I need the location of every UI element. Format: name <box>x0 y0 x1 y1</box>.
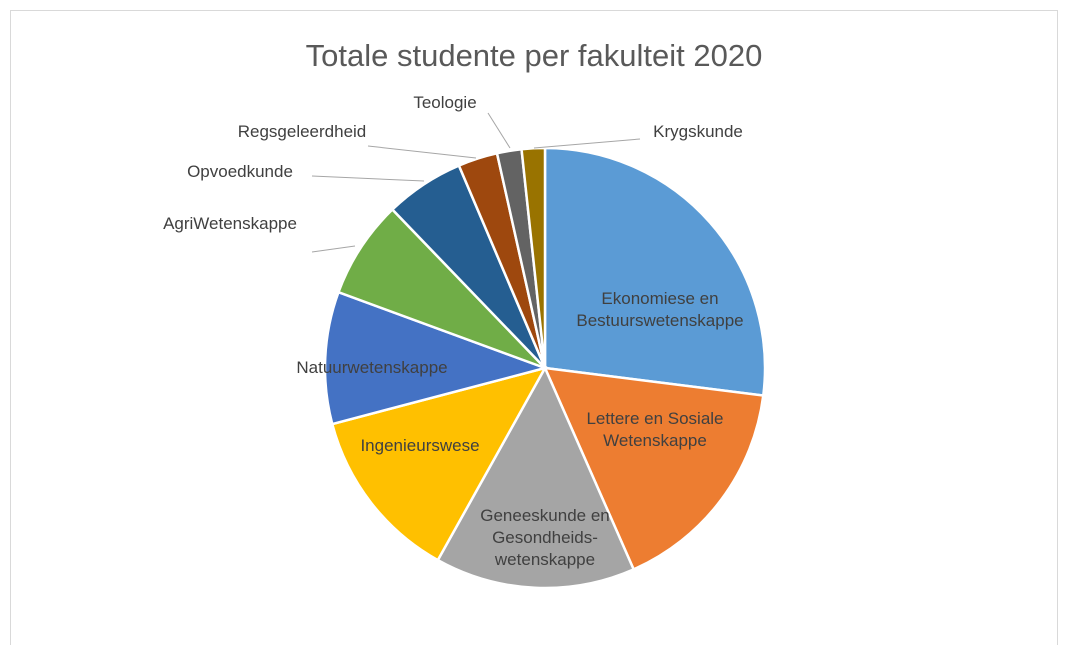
slice-label: Lettere en Sosiale Wetenskappe <box>586 409 724 450</box>
slice-label: Krygskunde <box>653 122 743 141</box>
leader-line <box>311 175 425 182</box>
leader-lines <box>311 112 641 253</box>
pie-slice <box>520 146 547 369</box>
slice-label: Ekonomiese en Bestuurswetenskappe <box>576 289 744 330</box>
pie-slice <box>436 365 636 590</box>
pie-slice <box>542 366 765 572</box>
pie-slice <box>330 366 548 562</box>
chart-title: Totale studente per fakulteit 2020 <box>305 38 763 73</box>
slice-label: AgriWetenskappe <box>163 214 297 233</box>
pie <box>323 146 767 590</box>
slice-label: Regsgeleerdheid <box>237 122 367 141</box>
chart-frame <box>10 10 1058 645</box>
slice-label: Natuurwetenskappe <box>296 358 448 377</box>
leader-line <box>533 138 641 149</box>
slice-label: Ingenieurswese <box>360 436 480 455</box>
leader-line <box>487 112 511 149</box>
slice-label: Opvoedkunde <box>187 162 293 181</box>
slice-label: Teologie <box>413 93 477 112</box>
leader-line <box>311 245 356 253</box>
pie-slice <box>336 207 546 370</box>
pie-slice <box>543 146 767 397</box>
pie-slice <box>323 290 550 426</box>
leader-line <box>367 145 477 159</box>
slice-label: Geneeskunde en Gesondheids- wetenskappe <box>480 506 610 569</box>
